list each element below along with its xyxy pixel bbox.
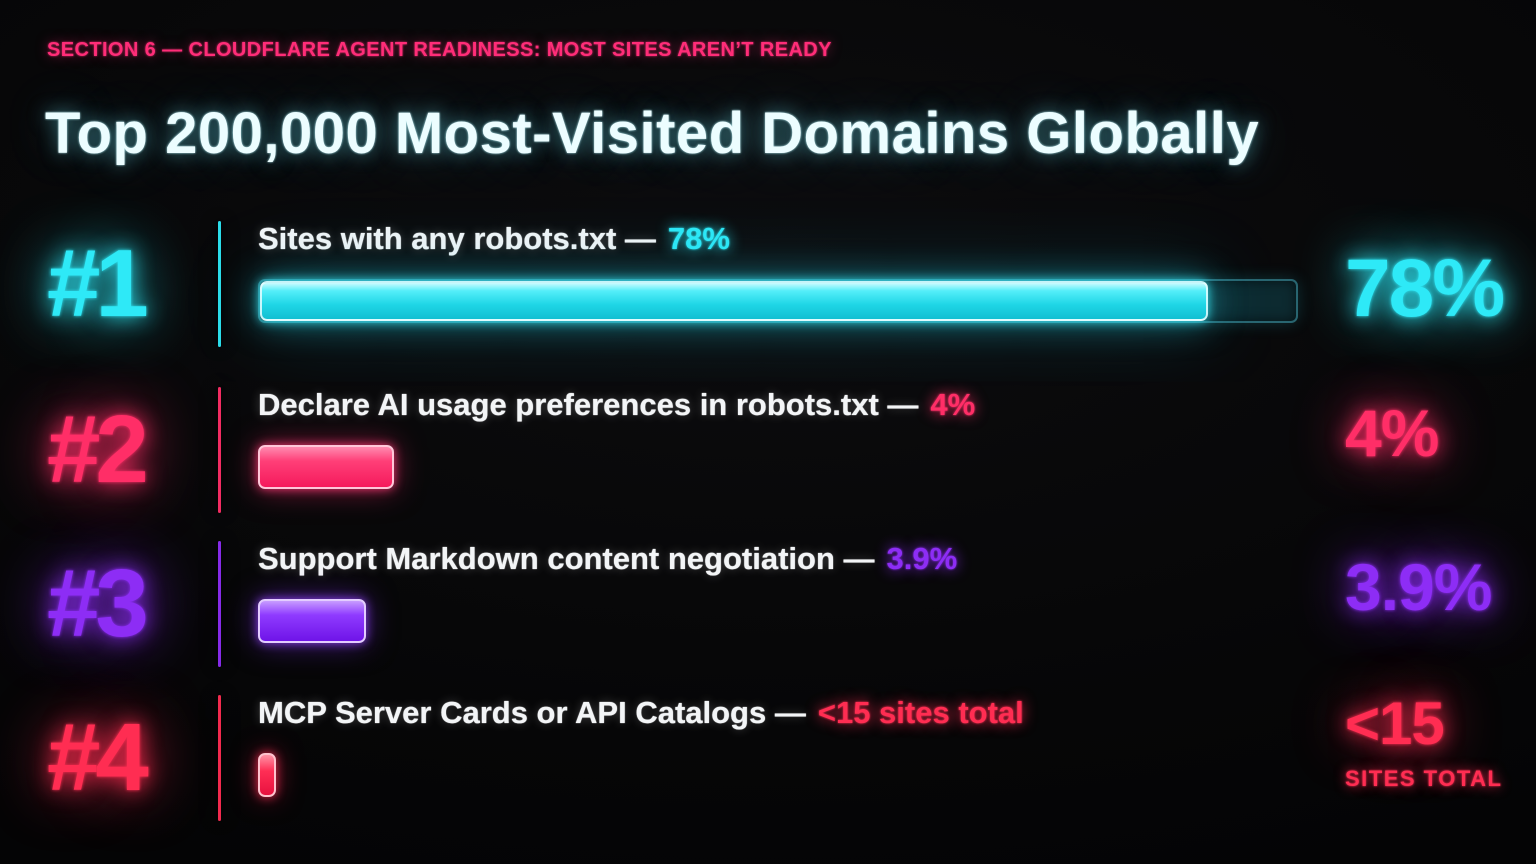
row-label-line: Sites with any robots.txt — 78% <box>258 220 1219 257</box>
big-value-number: 4% <box>1345 396 1439 470</box>
bar-track <box>258 599 366 644</box>
row-inline-value: <15 sites total <box>817 695 1024 730</box>
big-value-number: <15 <box>1345 690 1445 757</box>
row-divider <box>218 221 221 347</box>
row-content: MCP Server Cards or API Catalogs — <15 s… <box>258 694 1219 798</box>
rank-number: #2 <box>47 396 149 503</box>
row-big-value: 78% <box>1345 243 1505 334</box>
row-content: Sites with any robots.txt — 78% <box>258 220 1298 324</box>
row-big-value: 4% <box>1345 396 1439 470</box>
row-label: Declare AI usage preferences in robots.t… <box>258 387 919 422</box>
rank-number: #4 <box>47 704 149 811</box>
rank-number: #3 <box>47 550 149 657</box>
row-big-value: 3.9% <box>1345 550 1492 624</box>
row-inline-value: 4% <box>930 387 976 422</box>
row-label-line: MCP Server Cards or API Catalogs — <15 s… <box>258 694 1219 731</box>
section-eyebrow: SECTION 6 — CLOUDFLARE AGENT READINESS: … <box>47 39 832 61</box>
stat-row-4: #4 MCP Server Cards or API Catalogs — <1… <box>47 690 1501 826</box>
stat-row-3: #3 Support Markdown content negotiation … <box>47 536 1492 672</box>
stat-row-2: #2 Declare AI usage preferences in robot… <box>47 382 1489 518</box>
bar-fill <box>260 281 1208 322</box>
bar-fill <box>258 753 276 798</box>
row-content: Declare AI usage preferences in robots.t… <box>258 386 1219 490</box>
bar-track <box>258 279 1298 324</box>
row-inline-value: 3.9% <box>886 541 958 576</box>
row-inline-value: 78% <box>667 221 730 256</box>
row-divider <box>218 387 221 513</box>
row-label: MCP Server Cards or API Catalogs — <box>258 695 806 730</box>
row-label-line: Support Markdown content negotiation — 3… <box>258 540 1219 577</box>
big-value-caption: SITES TOTAL <box>1345 766 1503 791</box>
bar-fill <box>258 445 394 490</box>
big-value-number: 78% <box>1345 243 1505 334</box>
bar-track <box>258 753 276 798</box>
row-label: Support Markdown content negotiation — <box>258 541 875 576</box>
row-label: Sites with any robots.txt — <box>258 221 656 256</box>
bar-fill <box>258 599 366 644</box>
row-content: Support Markdown content negotiation — 3… <box>258 540 1219 644</box>
row-divider <box>218 541 221 667</box>
row-divider <box>218 695 221 821</box>
row-label-line: Declare AI usage preferences in robots.t… <box>258 386 1219 423</box>
rank-number: #1 <box>47 230 149 337</box>
page-title: Top 200,000 Most-Visited Domains Globall… <box>45 101 1260 166</box>
row-big-value: <15 SITES TOTAL <box>1345 694 1502 790</box>
stat-row-1: #1 Sites with any robots.txt — 78% 78% <box>47 216 1505 352</box>
big-value-number: 3.9% <box>1345 550 1492 624</box>
bar-track <box>258 445 394 490</box>
